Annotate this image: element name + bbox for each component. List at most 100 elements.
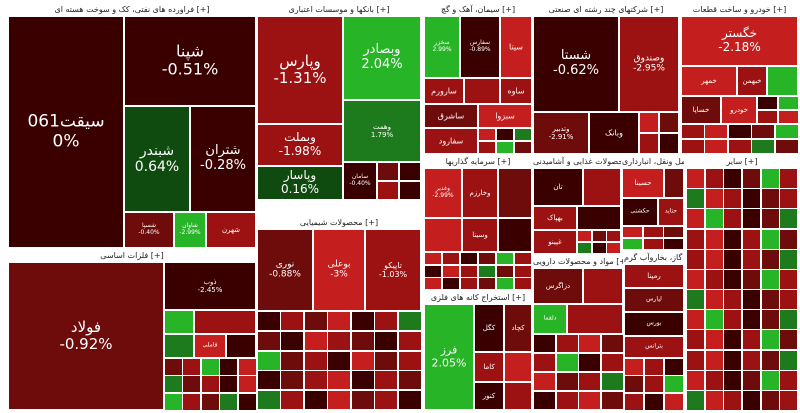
stock-tile-seghat[interactable]: سیقت061 0% [8,16,124,248]
stock-tile[interactable] [304,311,328,331]
stock-tile[interactable] [686,249,705,270]
stock-tile[interactable] [578,353,601,372]
stock-tile[interactable] [504,352,532,382]
stock-tile[interactable] [238,358,257,376]
stock-tile-khegostar[interactable]: خگستر -2.18% [681,16,798,66]
sector-title-transport[interactable]: حمل ونقل، انبارداری [+] [622,156,684,168]
stock-tile-kama[interactable]: کاما [474,352,504,382]
stock-tile[interactable] [779,309,798,330]
stock-tile[interactable] [374,351,398,371]
stock-tile[interactable] [757,110,778,124]
stock-tile[interactable] [624,358,644,376]
stock-tile[interactable] [624,375,644,393]
stock-tile[interactable] [742,390,761,411]
stock-tile[interactable] [686,309,705,330]
stock-tile[interactable] [304,390,328,410]
stock-tile[interactable] [351,331,375,351]
stock-tile[interactable] [280,370,304,390]
stock-tile[interactable] [351,390,375,410]
stock-tile[interactable] [460,277,478,290]
stock-tile[interactable] [478,128,496,141]
stock-tile[interactable] [704,124,728,139]
stock-tile[interactable] [779,269,798,290]
stock-tile-hesina[interactable]: حسینا [622,168,664,198]
stock-tile[interactable] [567,304,623,334]
stock-tile[interactable] [164,375,183,393]
stock-tile-hekeshti[interactable]: حکشتی [622,198,658,226]
stock-tile[interactable] [351,311,375,331]
sector-title-cement[interactable]: سیمان، آهک و گچ [+] [424,4,532,16]
stock-tile[interactable] [723,370,742,391]
stock-tile[interactable] [496,277,514,290]
stock-tile[interactable] [705,208,724,229]
stock-tile-fameli[interactable]: فاملی [194,334,226,358]
stock-tile[interactable] [761,249,780,270]
stock-tile[interactable] [601,334,624,353]
stock-tile[interactable] [779,249,798,270]
stock-tile[interactable] [577,242,592,254]
stock-tile[interactable] [219,375,238,393]
stock-tile[interactable] [644,358,664,376]
stock-tile-tan[interactable]: تان [533,168,583,206]
stock-tile[interactable] [779,390,798,411]
stock-tile[interactable] [686,269,705,290]
stock-tile[interactable] [664,375,684,393]
stock-tile[interactable] [606,230,621,242]
stock-tile[interactable] [761,229,780,250]
stock-tile-foolad[interactable]: فولاد -0.92% [8,262,164,410]
stock-tile[interactable] [686,370,705,391]
stock-tile[interactable] [498,168,532,218]
stock-tile[interactable] [659,112,679,133]
stock-tile-shepna[interactable]: شپنا -0.51% [124,16,256,106]
stock-tile[interactable] [686,390,705,411]
stock-tile[interactable] [226,334,256,358]
stock-tile-khebahman[interactable]: خبهمن [737,66,767,96]
stock-tile[interactable] [577,206,621,230]
stock-tile[interactable] [622,226,643,238]
stock-tile[interactable] [686,289,705,310]
sector-title-chemical[interactable]: محصولات شیمیایی [+] [257,217,421,229]
stock-tile[interactable] [686,208,705,229]
stock-tile[interactable] [374,390,398,410]
stock-tile[interactable] [639,133,659,154]
stock-tile[interactable] [304,351,328,371]
stock-tile[interactable] [742,350,761,371]
stock-tile[interactable] [164,334,194,358]
stock-tile-remapna[interactable]: رمپنا [624,264,684,288]
stock-tile-vapars[interactable]: وپارس -1.31% [257,16,343,124]
stock-tile-khesapa[interactable]: خساپا [681,96,721,124]
stock-tile[interactable] [257,390,281,410]
stock-tile[interactable] [327,370,351,390]
stock-tile-basaher[interactable]: بترانس [624,336,684,358]
stock-tile[interactable] [686,188,705,209]
stock-tile-gebahar[interactable]: بهپاک [533,206,577,230]
stock-tile[interactable] [351,370,375,390]
stock-tile[interactable] [723,309,742,330]
stock-tile[interactable] [742,329,761,350]
stock-tile[interactable] [164,358,183,376]
stock-tile[interactable] [464,78,500,104]
stock-tile[interactable] [686,350,705,371]
stock-tile[interactable] [601,391,624,410]
stock-tile[interactable] [514,252,532,265]
stock-tile[interactable] [257,351,281,371]
stock-tile[interactable] [751,124,775,139]
stock-tile[interactable] [742,208,761,229]
stock-tile[interactable] [742,188,761,209]
stock-tile[interactable] [761,168,780,189]
stock-tile-khomehvar[interactable]: خمهر [681,66,737,96]
stock-tile-talico[interactable]: تاپیکو -1.03% [365,229,421,311]
stock-tile[interactable] [280,351,304,371]
stock-tile[interactable] [705,350,724,371]
stock-tile-saroom[interactable]: سارورم [424,78,464,104]
stock-tile[interactable] [424,218,462,252]
stock-tile[interactable] [556,334,579,353]
stock-tile[interactable] [374,370,398,390]
sector-title-utilities[interactable]: عرضه برق، گاز، بخاروآب گرم [+] [624,252,684,264]
stock-tile[interactable] [742,168,761,189]
stock-tile-vesasar[interactable]: وپاسار 0.16% [257,166,343,200]
stock-tile-fereyz[interactable]: فرز 2.05% [424,304,474,410]
stock-tile[interactable] [556,372,579,391]
stock-tile-hetaid[interactable]: حتاید [658,198,684,226]
stock-tile-vehemat[interactable]: وهمت 1.79% [343,100,421,162]
